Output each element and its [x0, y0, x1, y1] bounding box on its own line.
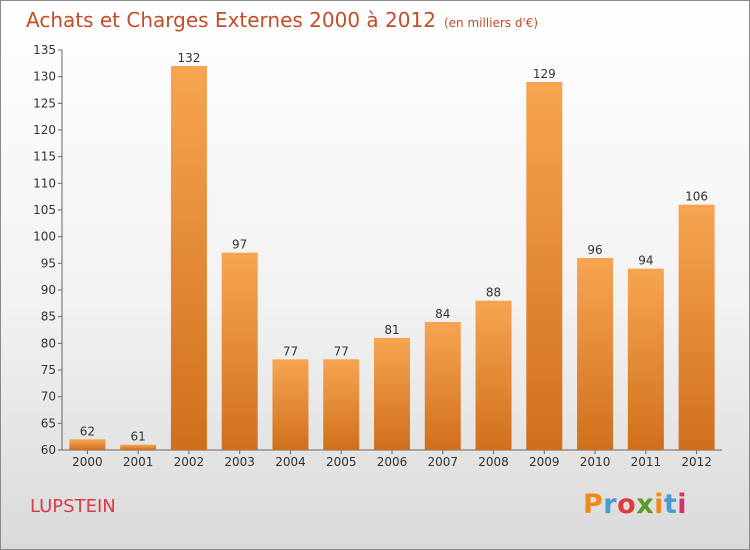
y-tick-label: 120 — [33, 123, 56, 137]
data-label: 81 — [384, 323, 399, 337]
bar — [120, 444, 157, 450]
logo-letter: t — [663, 489, 678, 520]
x-tick-label: 2009 — [529, 455, 560, 469]
y-tick-label: 85 — [41, 310, 56, 324]
place-name: LUPSTEIN — [30, 496, 116, 517]
data-label: 88 — [486, 286, 501, 300]
chart-title: Achats et Charges Externes 2000 à 2012 (e… — [26, 8, 538, 32]
bar — [475, 300, 512, 450]
data-label: 77 — [334, 344, 349, 358]
bar — [374, 338, 410, 450]
x-tick-label: 2006 — [377, 455, 408, 469]
x-tick-label: 2012 — [681, 455, 712, 469]
x-tick-label: 2004 — [275, 455, 306, 469]
y-tick-label: 75 — [41, 363, 56, 377]
y-tick-label: 130 — [33, 70, 56, 84]
data-label: 84 — [435, 307, 450, 321]
data-label: 94 — [638, 254, 653, 268]
x-tick-label: 2003 — [224, 455, 255, 469]
y-tick-label: 100 — [33, 230, 56, 244]
x-tick-label: 2007 — [427, 455, 458, 469]
bar — [678, 204, 715, 450]
logo-letter: P — [583, 489, 604, 520]
y-tick-label: 60 — [41, 443, 56, 457]
y-tick-label: 65 — [41, 416, 56, 430]
bar — [69, 439, 106, 450]
x-tick-label: 2011 — [631, 455, 662, 469]
x-tick-label: 2010 — [580, 455, 611, 469]
bar — [424, 322, 461, 450]
logo-letter: o — [617, 489, 637, 520]
x-tick-label: 2000 — [72, 455, 103, 469]
x-tick-label: 2001 — [123, 455, 154, 469]
bar — [272, 359, 309, 450]
logo-letter: i — [654, 489, 664, 520]
logo-letter: r — [603, 489, 618, 520]
x-tick-label: 2005 — [326, 455, 357, 469]
bar — [323, 359, 360, 450]
data-label: 77 — [283, 344, 298, 358]
bar — [170, 66, 207, 450]
logo-letter: x — [636, 489, 655, 520]
y-tick-label: 135 — [33, 43, 56, 57]
data-label: 62 — [80, 424, 95, 438]
y-tick-label: 80 — [41, 336, 56, 350]
y-tick-label: 90 — [41, 283, 56, 297]
data-label: 132 — [177, 51, 200, 65]
y-tick-label: 105 — [33, 203, 56, 217]
y-tick-label: 70 — [41, 390, 56, 404]
x-tick-label: 2002 — [174, 455, 205, 469]
data-label: 96 — [587, 243, 602, 257]
bars — [69, 66, 715, 450]
bar — [526, 82, 563, 450]
logo-letter: i — [677, 489, 688, 520]
data-label: 129 — [533, 67, 556, 81]
y-tick-label: 115 — [33, 150, 56, 164]
data-label: 97 — [232, 238, 247, 252]
bar — [627, 268, 664, 450]
bar — [577, 258, 614, 450]
y-tick-label: 95 — [41, 256, 56, 270]
bar — [221, 252, 258, 450]
data-label: 61 — [131, 430, 146, 444]
chart-unit: (en milliers d'€) — [443, 16, 539, 30]
proxiti-logo: Proxiti — [583, 489, 687, 520]
data-label: 106 — [685, 190, 708, 204]
x-tick-label: 2008 — [478, 455, 509, 469]
data-labels: 62 61 132 97 77 77 81 84 88 129 96 94 106 — [80, 51, 708, 444]
y-tick-label: 125 — [33, 96, 56, 110]
chart-title-text: Achats et Charges Externes 2000 à 2012 — [26, 8, 436, 32]
y-tick-label: 110 — [33, 176, 56, 190]
